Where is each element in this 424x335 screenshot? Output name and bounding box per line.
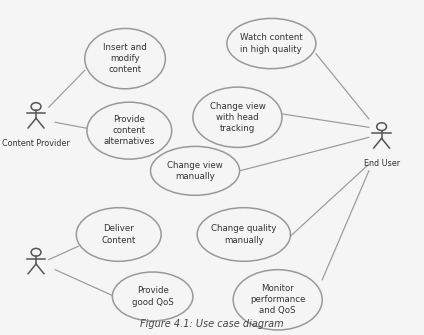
Text: End User: End User	[363, 159, 400, 168]
Ellipse shape	[76, 208, 161, 261]
Ellipse shape	[87, 102, 172, 159]
Text: Content Provider: Content Provider	[2, 139, 70, 148]
Text: Change view
with head
tracking: Change view with head tracking	[209, 102, 265, 133]
Ellipse shape	[233, 270, 322, 330]
Text: Watch content
in high quality: Watch content in high quality	[240, 34, 303, 54]
Ellipse shape	[85, 28, 165, 89]
Text: Figure 4.1: Use case diagram: Figure 4.1: Use case diagram	[140, 319, 284, 329]
Text: Deliver
Content: Deliver Content	[101, 224, 136, 245]
Ellipse shape	[151, 146, 240, 195]
Ellipse shape	[227, 18, 316, 69]
Ellipse shape	[193, 87, 282, 147]
Text: Provide
good QoS: Provide good QoS	[132, 286, 173, 307]
Ellipse shape	[197, 208, 290, 261]
Text: Change view
manually: Change view manually	[167, 161, 223, 181]
Text: Monitor
performance
and QoS: Monitor performance and QoS	[250, 284, 305, 316]
Text: Provide
content
alternatives: Provide content alternatives	[104, 115, 155, 146]
Text: Change quality
manually: Change quality manually	[211, 224, 276, 245]
Text: Insert and
modify
content: Insert and modify content	[103, 43, 147, 74]
Ellipse shape	[112, 272, 193, 321]
